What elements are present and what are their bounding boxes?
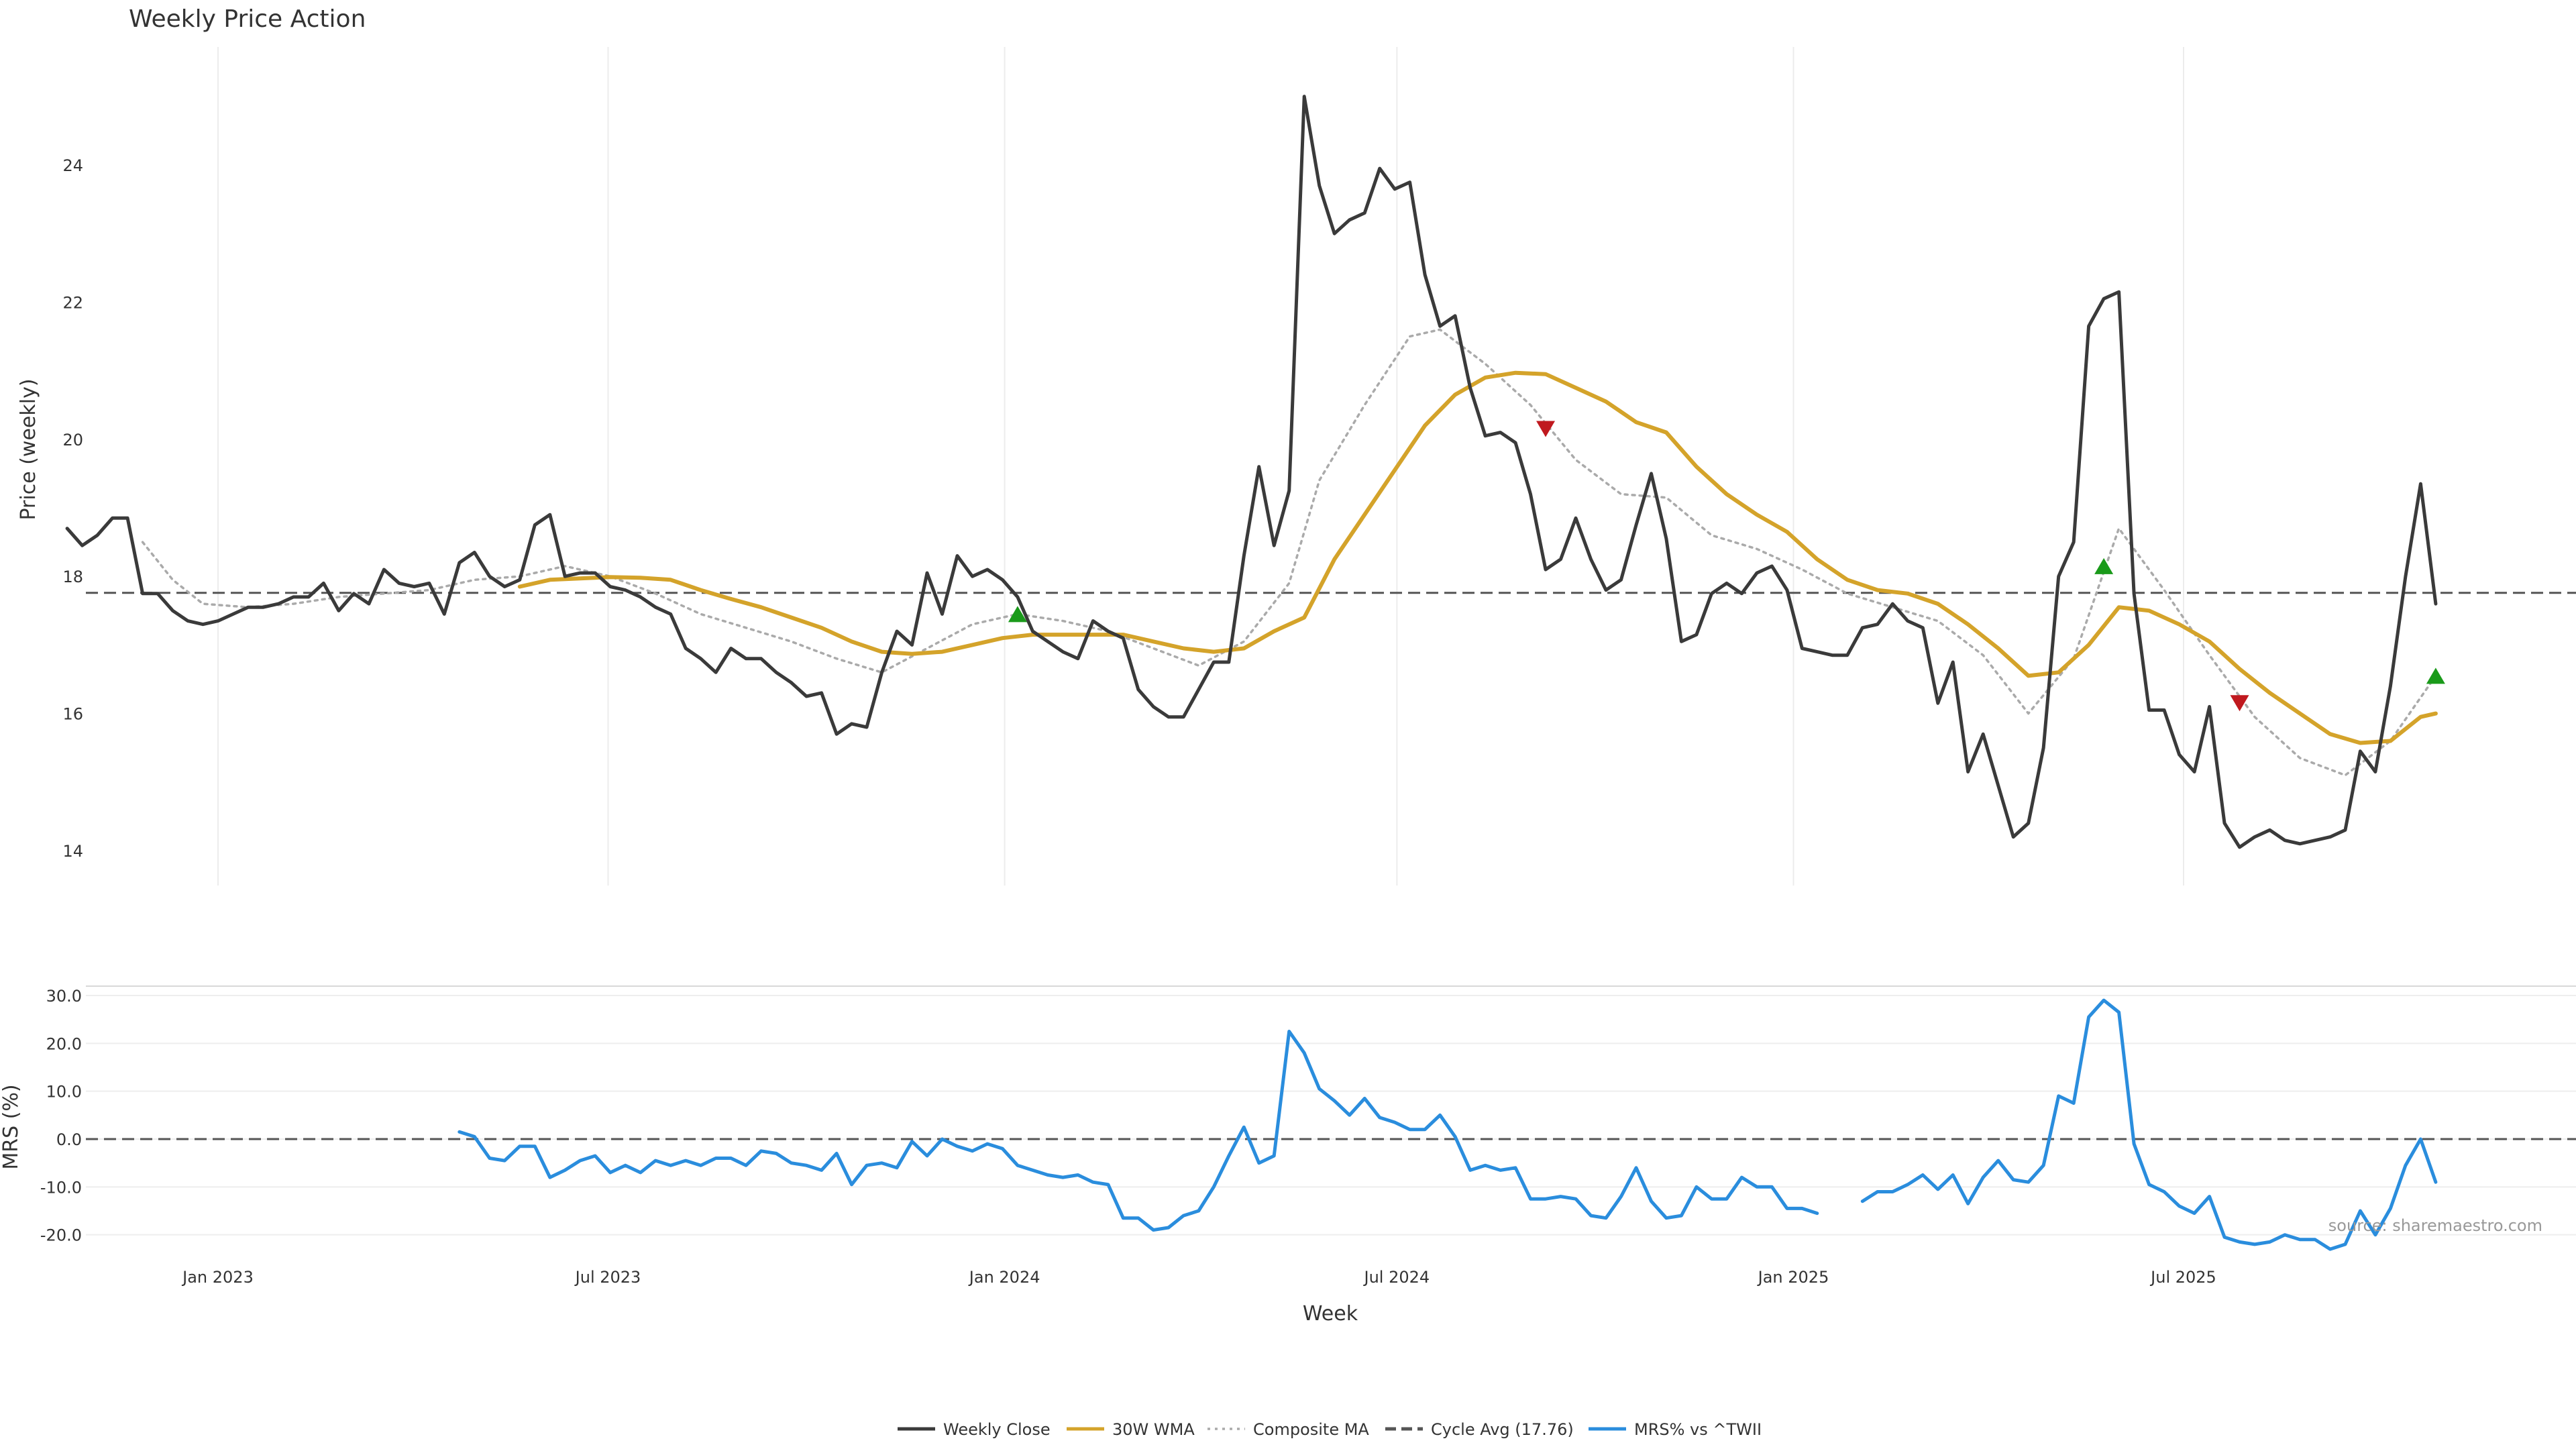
x-tick-label: Jan 2024	[968, 1268, 1040, 1287]
x-tick-label: Jan 2025	[1757, 1268, 1829, 1287]
legend-label: Cycle Avg (17.76)	[1431, 1420, 1574, 1439]
price-y-ticks: 14 16 18 20 22 24	[62, 156, 83, 861]
price-y-tick-label: 18	[62, 568, 83, 586]
composite-ma-line	[141, 328, 2437, 777]
price-y-label: Price (weekly)	[17, 378, 40, 520]
mrs-grid	[86, 995, 2576, 1236]
price-panel: 14 16 18 20 22 24 Price (weekly)	[17, 47, 2576, 885]
price-y-tick-label: 14	[62, 842, 83, 861]
mrs-line-segment	[1860, 998, 2438, 1251]
x-tick-label: Jul 2025	[2149, 1268, 2216, 1287]
mrs-y-tick-label: -10.0	[40, 1178, 82, 1197]
legend-label: 30W WMA	[1112, 1420, 1195, 1439]
mrs-y-tick-label: -20.0	[40, 1226, 82, 1245]
price-y-tick-label: 16	[62, 705, 83, 724]
x-tick-label: Jul 2024	[1363, 1268, 1430, 1287]
signal-markers	[1008, 421, 2445, 712]
source-note: source: sharemaestro.com	[2328, 1216, 2542, 1235]
legend-label: MRS% vs ^TWII	[1634, 1420, 1762, 1439]
price-y-tick-label: 24	[62, 156, 83, 175]
price-series	[65, 95, 2438, 849]
buy-signal-marker	[2426, 667, 2445, 684]
price-y-tick-label: 20	[62, 431, 83, 449]
mrs-y-label: MRS (%)	[0, 1084, 23, 1169]
x-ticks: Jan 2023 Jul 2023 Jan 2024 Jul 2024 Jan 2025…	[181, 1268, 2216, 1287]
legend-label: Composite MA	[1253, 1420, 1369, 1439]
mrs-y-tick-label: 0.0	[56, 1130, 82, 1149]
legend: Weekly Close 30W WMA Composite MA Cycle Avg…	[898, 1420, 1762, 1439]
mrs-y-tick-label: 10.0	[46, 1083, 82, 1102]
weekly-close-line	[65, 95, 2438, 849]
legend-label: Weekly Close	[943, 1420, 1051, 1439]
sell-signal-marker	[1536, 421, 1556, 437]
mrs-y-ticks: 30.0 20.0 10.0 0.0 -10.0 -20.0	[40, 987, 82, 1245]
x-tick-label: Jan 2023	[181, 1268, 254, 1287]
mrs-series	[458, 998, 2438, 1251]
wma-30w-line	[517, 370, 2438, 745]
x-axis-label: Week	[1303, 1302, 1358, 1326]
x-tick-label: Jul 2023	[574, 1268, 641, 1287]
price-y-tick-label: 22	[62, 293, 83, 312]
chart-title: Weekly Price Action	[129, 5, 366, 33]
sell-signal-marker	[2230, 695, 2249, 712]
mrs-panel: 30.0 20.0 10.0 0.0 -10.0 -20.0 MRS (%)	[0, 985, 2576, 1251]
buy-signal-marker	[1008, 606, 1027, 623]
mrs-line-segment	[458, 1030, 1819, 1232]
mrs-y-tick-label: 30.0	[46, 987, 82, 1006]
buy-signal-marker	[2094, 557, 2114, 574]
mrs-y-tick-label: 20.0	[46, 1034, 82, 1053]
price-grid	[217, 47, 2184, 885]
